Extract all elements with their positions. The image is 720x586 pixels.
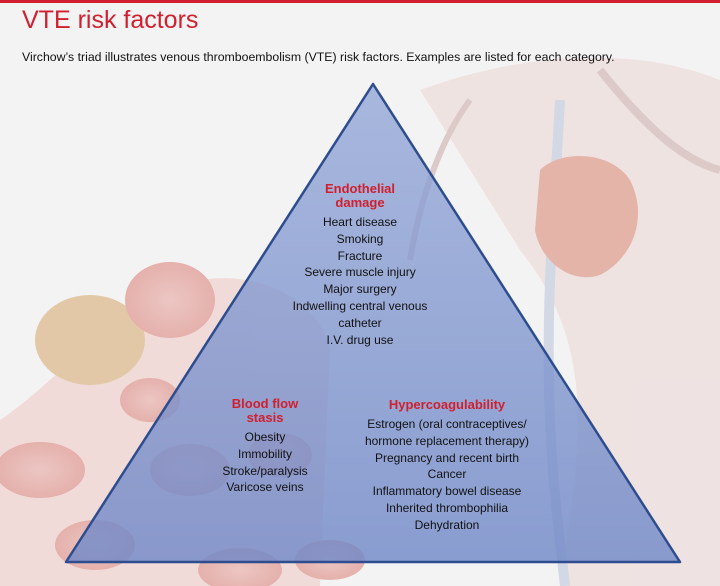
section-title: Blood flow stasis	[231, 396, 299, 425]
risk-factor: Indwelling central venous catheter	[292, 298, 428, 330]
risk-factor: Varicose veins	[226, 480, 304, 495]
risk-factor: I.V. drug use	[326, 332, 394, 347]
risk-factor: Cancer	[427, 467, 467, 482]
risk-factor: Obesity	[244, 430, 286, 444]
risk-factor: Estrogen (oral contraceptives/ hormone r…	[364, 417, 530, 448]
risk-factor: Inflammatory bowel disease	[372, 484, 522, 499]
risk-factor: Fracture	[337, 248, 383, 263]
section: Blood flow stasis Obesity Immobility Strok…	[205, 397, 325, 496]
risk-factor: Immobility	[237, 446, 292, 461]
risk-factor: Severe muscle injury	[304, 265, 416, 280]
risk-factor: Heart disease	[322, 215, 398, 229]
section: Endothelial damage Heart disease Smoking F…	[280, 182, 440, 348]
section-title: Hypercoagulability	[388, 397, 506, 412]
risk-factor: Pregnancy and recent birth	[374, 450, 520, 465]
risk-factor: Inherited thrombophilia	[385, 500, 509, 515]
triad-triangle	[64, 82, 682, 564]
risk-factor: Smoking	[336, 231, 384, 246]
section-title: Endothelial damage	[324, 181, 396, 210]
risk-factor: Major surgery	[323, 282, 397, 297]
risk-factor: Dehydration	[414, 517, 480, 532]
section: Hypercoagulability Estrogen (oral contra…	[347, 398, 547, 534]
risk-factor: Stroke/paralysis	[222, 463, 308, 478]
page-title: VTE risk factors	[22, 6, 199, 34]
page-subtitle: Virchow’s triad illustrates venous throm…	[22, 50, 615, 64]
